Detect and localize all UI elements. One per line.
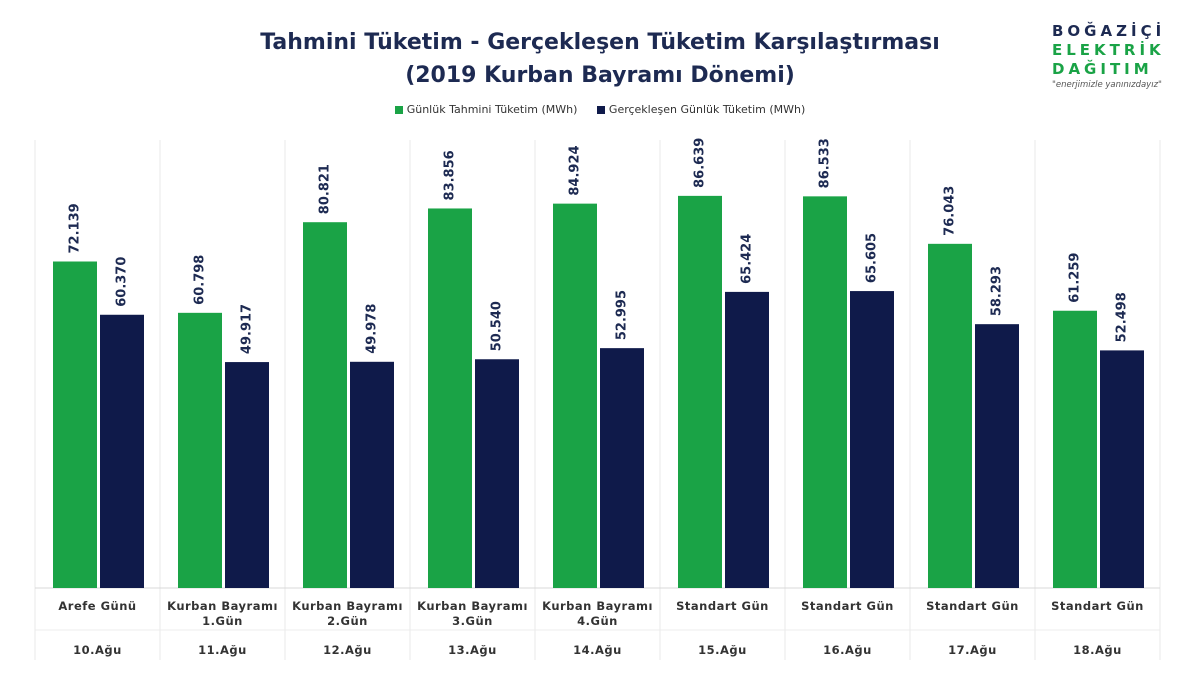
data-label-forecast-0: 72.139 — [68, 203, 83, 253]
logo-line2: ELEKTRİK — [1052, 41, 1165, 59]
data-label-actual-3: 50.540 — [490, 301, 505, 351]
category-label-5: Standart Gün — [676, 599, 769, 613]
chart-title-line2: (2019 Kurban Bayramı Dönemi) — [405, 63, 795, 88]
category-label-1: Kurban Bayramı — [167, 599, 278, 613]
bar-actual-6 — [850, 291, 894, 588]
data-label-actual-8: 52.498 — [1115, 292, 1130, 342]
bar-actual-4 — [600, 348, 644, 588]
date-label-7: 17.Ağu — [948, 643, 997, 657]
data-label-forecast-1: 60.798 — [193, 255, 208, 305]
data-label-forecast-8: 61.259 — [1068, 253, 1083, 303]
bar-actual-1 — [225, 362, 269, 588]
data-label-actual-1: 49.917 — [240, 304, 255, 354]
logo-line1: BOĞAZİÇİ — [1052, 22, 1166, 40]
bar-forecast-2 — [303, 222, 347, 588]
date-label-8: 18.Ağu — [1073, 643, 1122, 657]
category-sublabel-4: 4.Gün — [577, 614, 618, 628]
legend-label-actual: Gerçekleşen Günlük Tüketim (MWh) — [608, 103, 806, 116]
bar-forecast-8 — [1053, 310, 1097, 588]
data-label-actual-0: 60.370 — [115, 257, 130, 307]
data-label-forecast-3: 83.856 — [443, 150, 458, 200]
legend: Günlük Tahmini Tüketim (MWh) Gerçekleşen… — [0, 103, 1200, 117]
logo-line3: DAĞITIM — [1052, 60, 1153, 78]
bar-actual-5 — [725, 291, 769, 588]
bar-forecast-0 — [53, 261, 97, 588]
legend-swatch-forecast — [394, 105, 403, 114]
date-label-0: 10.Ağu — [73, 643, 122, 657]
data-label-forecast-5: 86.639 — [693, 138, 708, 188]
bar-actual-0 — [100, 314, 144, 588]
data-label-actual-6: 65.605 — [865, 233, 880, 283]
data-label-forecast-6: 86.533 — [818, 138, 833, 188]
date-label-4: 14.Ağu — [573, 643, 622, 657]
data-label-forecast-4: 84.924 — [568, 145, 583, 195]
bar-actual-8 — [1100, 350, 1144, 588]
data-label-forecast-2: 80.821 — [318, 164, 333, 214]
logo-tagline: "enerjimizle yanınızdayız" — [1052, 80, 1162, 90]
bar-forecast-1 — [178, 312, 222, 588]
date-label-2: 12.Ağu — [323, 643, 372, 657]
category-sublabel-1: 1.Gün — [202, 614, 243, 628]
date-label-5: 15.Ağu — [698, 643, 747, 657]
bar-forecast-7 — [928, 243, 972, 588]
legend-swatch-actual — [596, 105, 605, 114]
category-sublabel-2: 2.Gün — [327, 614, 368, 628]
bar-forecast-6 — [803, 196, 847, 589]
company-logo: BOĞAZİÇİ ELEKTRİK DAĞITIM "enerjimizle y… — [1052, 22, 1187, 90]
data-label-forecast-7: 76.043 — [943, 186, 958, 236]
category-label-2: Kurban Bayramı — [292, 599, 403, 613]
bar-forecast-5 — [678, 195, 722, 588]
data-label-actual-5: 65.424 — [740, 234, 755, 284]
category-label-4: Kurban Bayramı — [542, 599, 653, 613]
data-label-actual-2: 49.978 — [365, 304, 380, 354]
bar-actual-3 — [475, 359, 519, 588]
category-label-0: Arefe Günü — [58, 599, 136, 613]
bar-actual-7 — [975, 324, 1019, 588]
bar-forecast-3 — [428, 208, 472, 588]
bar-actual-2 — [350, 361, 394, 588]
chart-title-line1: Tahmini Tüketim - Gerçekleşen Tüketim Ka… — [260, 30, 940, 55]
legend-label-forecast: Günlük Tahmini Tüketim (MWh) — [406, 103, 578, 116]
date-label-6: 16.Ağu — [823, 643, 872, 657]
bar-forecast-4 — [553, 203, 597, 588]
category-sublabel-3: 3.Gün — [452, 614, 493, 628]
category-label-8: Standart Gün — [1051, 599, 1144, 613]
chart-title: Tahmini Tüketim - Gerçekleşen Tüketim Ka… — [130, 26, 1070, 92]
data-label-actual-7: 58.293 — [990, 266, 1005, 316]
legend-item-actual: Gerçekleşen Günlük Tüketim (MWh) — [596, 103, 806, 116]
date-label-1: 11.Ağu — [198, 643, 247, 657]
category-label-7: Standart Gün — [926, 599, 1019, 613]
legend-item-forecast: Günlük Tahmini Tüketim (MWh) — [394, 103, 578, 116]
category-label-6: Standart Gün — [801, 599, 894, 613]
category-label-3: Kurban Bayramı — [417, 599, 528, 613]
data-label-actual-4: 52.995 — [615, 290, 630, 340]
date-label-3: 13.Ağu — [448, 643, 497, 657]
